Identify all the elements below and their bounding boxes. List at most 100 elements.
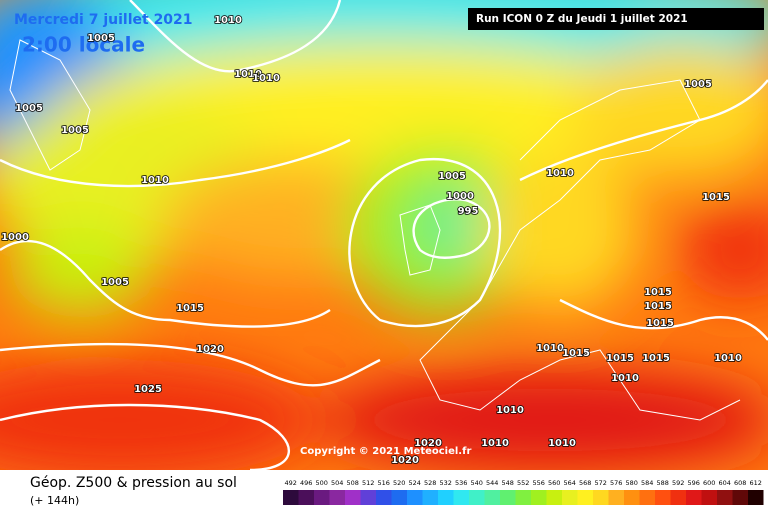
isobar-label: 1010 bbox=[714, 353, 742, 364]
colorbar-label: 612 bbox=[750, 479, 762, 487]
run-info: Run ICON 0 Z du Jeudi 1 juillet 2021 bbox=[476, 13, 688, 25]
colorbar-label: 492 bbox=[285, 479, 297, 487]
colorbar-cell bbox=[717, 490, 733, 505]
isobar-label: 995 bbox=[458, 206, 479, 217]
colorbar-cell bbox=[283, 490, 299, 505]
isobars bbox=[0, 0, 768, 470]
isobar-label: 1020 bbox=[414, 438, 442, 449]
colorbar-label: 516 bbox=[378, 479, 390, 487]
coastlines bbox=[9, 39, 741, 421]
isobar-label: 1005 bbox=[87, 33, 115, 44]
colorbar-cell bbox=[593, 490, 609, 505]
colorbar-cell bbox=[608, 490, 624, 505]
isobar-label: 1015 bbox=[644, 301, 672, 312]
colorbar-label: 508 bbox=[347, 479, 359, 487]
isobar-label: 1010 bbox=[481, 438, 509, 449]
colorbar-cell bbox=[546, 490, 562, 505]
colorbar-label: 600 bbox=[703, 479, 715, 487]
colorbar-cell bbox=[701, 490, 717, 505]
colorbar-cell bbox=[500, 490, 516, 505]
colorbar-cell bbox=[748, 490, 764, 505]
isobar-label: 1010 bbox=[548, 438, 576, 449]
colorbar-cell bbox=[422, 490, 438, 505]
colorbar-label: 576 bbox=[610, 479, 622, 487]
isobar-label: 1015 bbox=[646, 318, 674, 329]
map-time: 2:00 locale bbox=[22, 33, 145, 57]
isobar-label: 1025 bbox=[134, 384, 162, 395]
isobar-label: 1010 bbox=[546, 168, 574, 179]
colorbar-label: 552 bbox=[517, 479, 529, 487]
colorbar-cell bbox=[391, 490, 407, 505]
colorbar-label: 548 bbox=[502, 479, 514, 487]
isobar-label: 1010 bbox=[252, 73, 280, 84]
isobar-label: 1005 bbox=[61, 125, 89, 136]
colorbar-label: 496 bbox=[300, 479, 312, 487]
colorbar-cell bbox=[655, 490, 671, 505]
colorbar-label: 556 bbox=[533, 479, 545, 487]
colorbar-label: 560 bbox=[548, 479, 560, 487]
colorbar-cell bbox=[314, 490, 330, 505]
isobar-label: 1010 bbox=[234, 69, 262, 80]
isobar-label: 1005 bbox=[15, 103, 43, 114]
isobar-label: 1005 bbox=[438, 171, 466, 182]
isobar-label: 1015 bbox=[176, 303, 204, 314]
colorbar-label: 572 bbox=[595, 479, 607, 487]
colorbar-cell bbox=[562, 490, 578, 505]
colorbar-label: 568 bbox=[579, 479, 591, 487]
colorbar-label: 524 bbox=[409, 479, 421, 487]
colorbar-cell bbox=[469, 490, 485, 505]
colorbar-label: 584 bbox=[641, 479, 653, 487]
colorbar: 492 496 500 504 508 512 516 520 524 528 532 536 540 5… bbox=[283, 479, 764, 505]
run-box bbox=[468, 8, 764, 30]
legend-lead: (+ 144h) bbox=[30, 494, 79, 507]
map-date: Mercredi 7 juillet 2021 bbox=[14, 12, 193, 28]
isobar-label: 1020 bbox=[196, 344, 224, 355]
isobar-label: 1015 bbox=[702, 192, 730, 203]
copyright: Copyright © 2021 Meteociel.fr bbox=[300, 446, 471, 457]
colorbar-label: 608 bbox=[734, 479, 746, 487]
isobar-label: 1015 bbox=[606, 353, 634, 364]
colorbar-cell bbox=[376, 490, 392, 505]
isobar-label: 1005 bbox=[101, 277, 129, 288]
colorbar-label: 592 bbox=[672, 479, 684, 487]
isobar-label: 1000 bbox=[446, 191, 474, 202]
colorbar-cell bbox=[732, 490, 748, 505]
colorbar-label: 520 bbox=[393, 479, 405, 487]
colorbar-label: 604 bbox=[719, 479, 731, 487]
colorbar-label: 532 bbox=[440, 479, 452, 487]
colorbar-label: 596 bbox=[688, 479, 700, 487]
colorbar-cell bbox=[624, 490, 640, 505]
colorbar-cell bbox=[345, 490, 361, 505]
colorbar-label: 512 bbox=[362, 479, 374, 487]
colorbar-cell bbox=[670, 490, 686, 505]
colorbar-cell bbox=[531, 490, 547, 505]
isobar-label: 1000 bbox=[1, 232, 29, 243]
isobar-label: 1015 bbox=[644, 287, 672, 298]
colorbar-cell bbox=[298, 490, 314, 505]
colorbar-label: 500 bbox=[316, 479, 328, 487]
colorbar-label: 504 bbox=[331, 479, 343, 487]
isobar-label: 1010 bbox=[496, 405, 524, 416]
isobar-labels: 1010100510101010100510051010100010051015… bbox=[0, 14, 742, 467]
colorbar-cell bbox=[329, 490, 345, 505]
colorbar-label: 528 bbox=[424, 479, 436, 487]
isobar-label: 1010 bbox=[214, 15, 242, 26]
colorbar-cell bbox=[453, 490, 469, 505]
colorbar-cell bbox=[407, 490, 423, 505]
colorbar-cell bbox=[639, 490, 655, 505]
isobar-label: 1020 bbox=[391, 455, 419, 466]
isobar-label: 1005 bbox=[684, 79, 712, 90]
colorbar-cell bbox=[360, 490, 376, 505]
isobar-label: 1015 bbox=[562, 348, 590, 359]
colorbar-label: 536 bbox=[455, 479, 467, 487]
colorbar-label: 580 bbox=[626, 479, 638, 487]
colorbar-label: 544 bbox=[486, 479, 498, 487]
colorbar-cell bbox=[515, 490, 531, 505]
colorbar-cell bbox=[577, 490, 593, 505]
legend-title: Géop. Z500 & pression au sol bbox=[30, 475, 237, 491]
colorbar-label: 540 bbox=[471, 479, 483, 487]
colorbar-cell bbox=[686, 490, 702, 505]
isobar-label: 1010 bbox=[611, 373, 639, 384]
colorbar-cell bbox=[484, 490, 500, 505]
